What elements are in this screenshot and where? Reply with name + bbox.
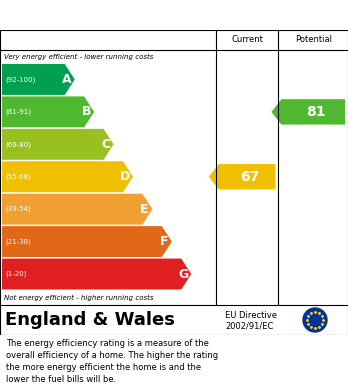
Text: 2002/91/EC: 2002/91/EC [225,321,274,330]
Polygon shape [2,226,172,257]
Polygon shape [2,258,191,289]
Text: D: D [120,170,130,183]
Text: Current: Current [231,36,263,45]
Text: (1-20): (1-20) [5,271,26,277]
Text: (21-38): (21-38) [5,239,31,245]
Text: England & Wales: England & Wales [5,311,175,329]
Circle shape [303,308,327,332]
Polygon shape [271,99,345,125]
Text: A: A [62,73,72,86]
Text: (55-68): (55-68) [5,174,31,180]
Text: 81: 81 [307,105,326,119]
Text: (69-80): (69-80) [5,141,31,147]
Polygon shape [2,64,75,95]
Text: B: B [81,106,91,118]
Text: (39-54): (39-54) [5,206,31,212]
Text: G: G [178,267,188,280]
Polygon shape [2,161,133,192]
Polygon shape [2,129,113,160]
Text: E: E [140,203,149,216]
Text: C: C [101,138,110,151]
Text: EU Directive: EU Directive [225,311,277,320]
Text: Potential: Potential [295,36,332,45]
Text: (81-91): (81-91) [5,109,31,115]
Polygon shape [2,97,94,127]
Text: The energy efficiency rating is a measure of the
overall efficiency of a home. T: The energy efficiency rating is a measur… [6,339,218,384]
Text: Very energy efficient - lower running costs: Very energy efficient - lower running co… [4,54,153,60]
Text: (92-100): (92-100) [5,76,35,83]
Polygon shape [2,194,152,225]
Text: Energy Efficiency Rating: Energy Efficiency Rating [69,7,279,23]
Polygon shape [209,164,275,189]
Text: 67: 67 [240,170,260,184]
Text: Not energy efficient - higher running costs: Not energy efficient - higher running co… [4,295,153,301]
Text: F: F [160,235,168,248]
